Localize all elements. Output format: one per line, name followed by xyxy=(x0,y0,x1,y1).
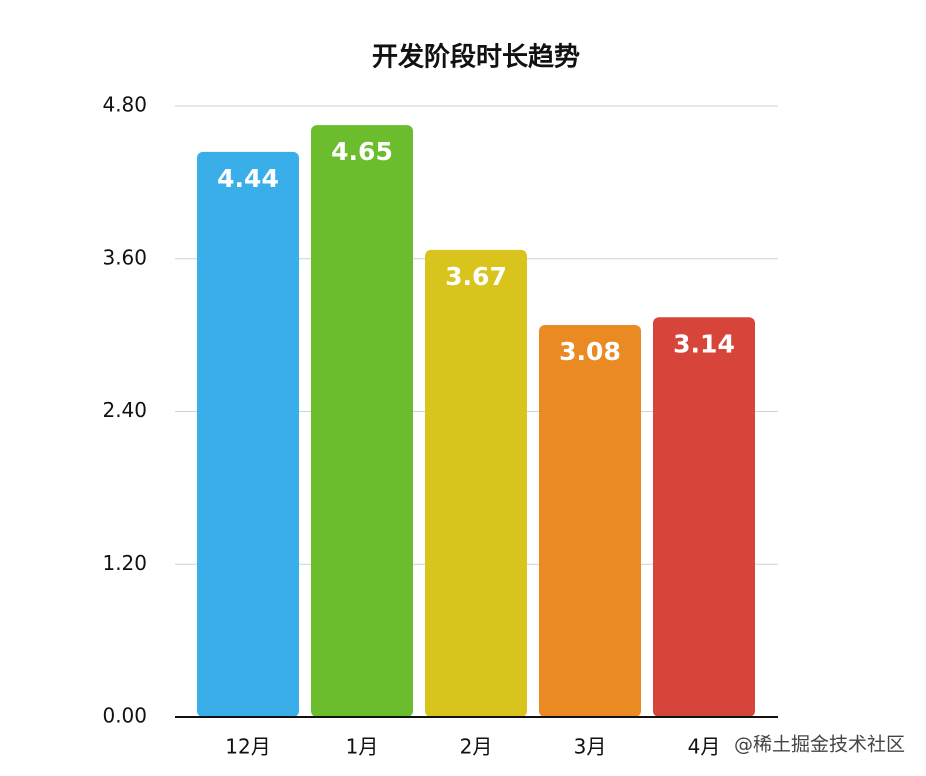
y-tick-label: 0.00 xyxy=(102,704,147,728)
y-tick-label: 4.80 xyxy=(102,93,147,117)
bar xyxy=(425,249,527,717)
y-tick-label: 1.20 xyxy=(102,551,147,575)
value-label: 3.14 xyxy=(673,329,735,358)
y-tick-label: 2.40 xyxy=(102,398,147,422)
x-tick-label: 4月 xyxy=(688,735,721,759)
value-label: 3.08 xyxy=(559,337,621,366)
y-tick-label: 3.60 xyxy=(102,245,147,269)
value-label: 3.67 xyxy=(445,262,507,291)
bar xyxy=(653,317,755,717)
x-tick-label: 1月 xyxy=(346,735,379,759)
bar xyxy=(311,125,413,717)
value-label: 4.65 xyxy=(331,137,393,166)
x-tick-label: 2月 xyxy=(460,735,493,759)
watermark: @稀土掘金技术社区 xyxy=(734,734,905,756)
x-tick-label: 3月 xyxy=(574,735,607,759)
bar xyxy=(539,324,641,717)
bar xyxy=(197,151,299,717)
x-tick-label: 12月 xyxy=(225,735,270,759)
chart-title: 开发阶段时长趋势 xyxy=(372,42,580,73)
value-label: 4.44 xyxy=(217,164,279,193)
